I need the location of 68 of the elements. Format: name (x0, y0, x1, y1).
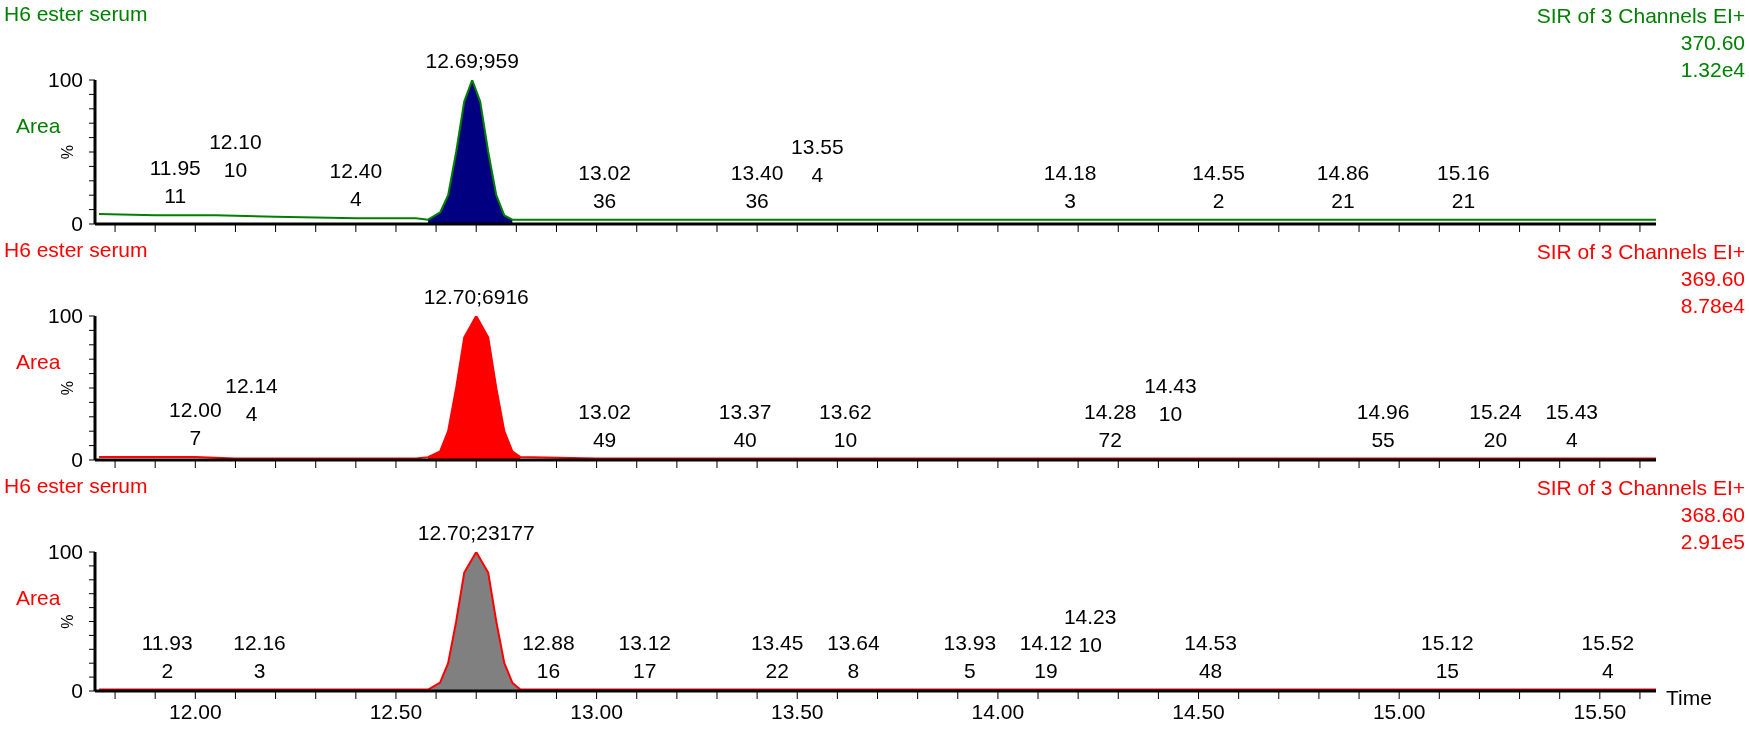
annotation: 14.86 21 (1316, 160, 1370, 212)
text: 369.60 (1679, 266, 1745, 292)
chart-title: H6 ester serum (4, 474, 148, 498)
annotation: 12.10 10 (209, 130, 262, 182)
y-axis-title: % (59, 144, 76, 160)
x-tick-label: 15.00 (1372, 700, 1426, 723)
annotation: 12.88 16 (522, 630, 575, 682)
annotation: 13.12 17 (618, 630, 672, 682)
y-tick-label: 100 (47, 304, 83, 327)
y-tick-label: 0 (71, 679, 83, 702)
annotation: 14.18 3 (1043, 160, 1097, 212)
text: Area (16, 350, 61, 374)
annotation: 14.53 48 (1184, 630, 1237, 682)
text: 1.32e4 (1679, 57, 1745, 83)
annotation: 15.24 20 (1469, 399, 1523, 451)
annotation: 12.69;959 (425, 49, 519, 72)
x-tick-label: 14.50 (1172, 700, 1225, 723)
annotation: 11.93 2 (141, 630, 193, 682)
text: 368.60 (1679, 502, 1745, 528)
x-tick-label: 14.00 (971, 700, 1025, 723)
x-tick-label: 15.50 (1573, 700, 1627, 723)
x-tick-label: 13.50 (770, 700, 824, 723)
chart-title: H6 ester serum (4, 2, 148, 26)
annotation: 12.40 4 (329, 159, 383, 211)
x-tick-label: 12.00 (169, 700, 222, 723)
text: 2.91e5 (1679, 529, 1745, 555)
text: SIR of 3 Channels EI+ (1536, 239, 1745, 265)
annotation: 13.02 36 (578, 160, 631, 212)
x-axis-title: Time (1666, 686, 1712, 709)
annotation: 15.52 4 (1581, 630, 1635, 682)
annotation: 14.12 19 (1019, 630, 1073, 682)
annotation: 15.12 15 (1421, 630, 1474, 682)
annotation: 13.40 36 (730, 160, 784, 212)
annotation: 11.95 11 (149, 156, 201, 208)
annotation: 13.64 8 (827, 630, 881, 682)
annotation: 15.16 21 (1437, 160, 1490, 212)
annotation: 12.70;6916 (423, 285, 529, 308)
text: Area (16, 586, 61, 610)
annotation: 14.43 10 (1144, 373, 1197, 425)
annotation: 13.02 49 (578, 399, 631, 451)
y-tick-label: 100 (47, 68, 83, 91)
annotation: 12.16 3 (233, 630, 286, 682)
annotation: 14.96 55 (1356, 399, 1410, 451)
y-tick-label: 100 (47, 540, 83, 563)
text: 8.78e4 (1679, 293, 1745, 319)
annotation: 15.43 4 (1545, 399, 1599, 451)
text: Area (16, 114, 61, 138)
annotation: 14.55 2 (1192, 160, 1245, 212)
y-axis-title: % (59, 380, 76, 396)
annotation: 13.93 5 (943, 630, 997, 682)
annotation: 13.55 4 (791, 134, 844, 186)
chart-title: H6 ester serum (4, 238, 148, 262)
annotation: 12.00 7 (169, 398, 222, 450)
annotation: 13.62 10 (819, 399, 872, 451)
y-axis-title: % (59, 614, 76, 629)
annotation: 12.14 4 (225, 373, 279, 425)
annotation: 12.70;23177 (417, 521, 535, 544)
annotation: 13.45 22 (750, 630, 804, 682)
x-tick-label: 12.50 (369, 700, 423, 723)
text: 370.60 (1679, 30, 1745, 56)
y-tick-label: 0 (71, 448, 83, 471)
text: SIR of 3 Channels EI+ (1536, 3, 1745, 29)
text: SIR of 3 Channels EI+ (1536, 475, 1745, 501)
annotation: 13.37 40 (718, 399, 772, 451)
annotation: 14.28 72 (1083, 399, 1137, 451)
x-tick-label: 13.00 (570, 700, 623, 723)
line-series (98, 80, 1656, 221)
y-tick-label: 0 (71, 212, 83, 235)
